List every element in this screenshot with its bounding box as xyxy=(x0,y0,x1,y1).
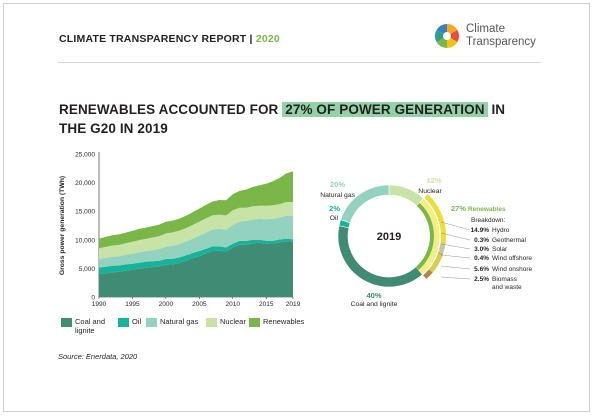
area-series-renewables xyxy=(99,171,293,249)
area-series-coal-and-lignite xyxy=(99,241,293,297)
donut-category-label: Nuclear xyxy=(418,188,442,195)
x-tick-label: 1990 xyxy=(92,301,107,308)
header-divider xyxy=(58,62,541,63)
source-note: Source: Enerdata, 2020 xyxy=(58,352,138,361)
logo-petal-teal xyxy=(434,30,447,42)
logo-center xyxy=(443,32,451,40)
logo-line-2: Transparency xyxy=(466,36,536,48)
y-tick-label: 20,000 xyxy=(75,180,95,187)
legend-label: Coal and lignite xyxy=(75,317,105,335)
donut-category-label: Renewables xyxy=(468,206,506,213)
breakdown-value: 3.0% xyxy=(474,246,489,253)
climate-transparency-logo xyxy=(434,23,460,48)
donut-value-label: 27% xyxy=(451,204,466,213)
headline-before: RENEWABLES ACCOUNTED FOR xyxy=(59,102,279,117)
breakdown-leader-line xyxy=(440,232,471,241)
y-axis-label: Gross power generation (TWh) xyxy=(59,176,66,275)
legend-label-line: lignite xyxy=(75,326,95,335)
donut-category-label: Natural gas xyxy=(320,192,355,199)
report-title-separator: | xyxy=(249,33,253,45)
breakdown-label: Solar xyxy=(492,246,508,253)
legend-label-line: Coal and xyxy=(75,317,106,326)
donut-center-label: 2019 xyxy=(377,231,401,243)
page-frame xyxy=(3,3,590,412)
logo-wordmark: Climate Transparency xyxy=(466,23,536,49)
breakdown-leader-line xyxy=(440,254,471,259)
breakdown-leader-line xyxy=(440,243,471,250)
breakdown-value: 2.5% xyxy=(474,276,489,283)
donut-renewables-inner-band xyxy=(415,202,434,270)
area-series-nuclear xyxy=(99,202,293,259)
breakdown-label: Hydro xyxy=(492,227,510,234)
donut-value-label: 2% xyxy=(329,204,340,213)
y-tick-label: 10,000 xyxy=(75,237,95,244)
headline-highlight: 27% OF POWER GENERATION xyxy=(282,102,488,117)
headline: RENEWABLES ACCOUNTED FOR 27% OF POWER GE… xyxy=(59,100,519,138)
area-series-natural-gas xyxy=(99,215,293,268)
donut-breakdown-segment xyxy=(423,269,433,280)
breakdown-value: 0.4% xyxy=(474,255,489,262)
breakdown-leader-line xyxy=(440,265,471,270)
legend-swatch xyxy=(61,318,72,327)
donut-value-label: 12% xyxy=(426,176,441,185)
breakdown-leader-line xyxy=(440,276,471,280)
x-tick-label: 2000 xyxy=(159,301,174,308)
breakdown-label: Wind onshore xyxy=(492,266,532,273)
logo-line-1: Climate xyxy=(466,23,505,35)
x-tick-label: 2010 xyxy=(226,301,241,308)
breakdown-value: 14.9% xyxy=(471,227,490,234)
donut-slice-natural-gas xyxy=(340,184,390,224)
x-tick-label: 2019 xyxy=(286,301,301,308)
breakdown-value: 0.3% xyxy=(474,237,489,244)
y-tick-label: 25,000 xyxy=(75,152,95,159)
breakdown-value: 5.6% xyxy=(474,266,489,273)
donut-breakdown-segment xyxy=(440,241,446,244)
donut-breakdown-segment xyxy=(438,242,446,254)
breakdown-label: Wind offshore xyxy=(492,255,532,262)
donut-category-label: Oil xyxy=(330,215,339,222)
x-tick-label: 1995 xyxy=(125,301,140,308)
y-tick-label: 5,000 xyxy=(79,266,96,273)
legend-label: Renewables xyxy=(263,317,305,326)
donut-hole xyxy=(349,196,429,276)
report-title: CLIMATE TRANSPARENCY REPORT | 2020 xyxy=(59,33,280,45)
report-year: 2020 xyxy=(255,33,280,45)
area-series-oil xyxy=(99,238,293,275)
donut-category-label: Coal and lignite xyxy=(351,301,398,308)
logo-petal-red xyxy=(447,30,460,42)
x-tick-label: 2005 xyxy=(192,301,207,308)
legend-swatch xyxy=(249,318,260,327)
breakdown-label: Geothermal xyxy=(492,237,527,244)
donut-breakdown-segment xyxy=(437,252,444,256)
legend-swatch xyxy=(206,318,217,327)
breakdown-title: Breakdown: xyxy=(471,217,506,224)
legend-swatch xyxy=(118,318,129,327)
y-tick-label: 0 xyxy=(91,295,95,302)
breakdown-label: and waste xyxy=(492,284,522,291)
breakdown-leader-line xyxy=(440,221,471,231)
headline-after: IN THE G20 IN 2019 xyxy=(59,102,506,136)
legend-swatch xyxy=(146,318,157,327)
donut-breakdown-segment xyxy=(424,194,446,243)
breakdown-label: Biomass xyxy=(492,276,518,283)
y-tick-label: 15,000 xyxy=(75,209,95,216)
legend-label: Natural gas xyxy=(160,317,199,326)
donut-value-label: 20% xyxy=(330,180,345,189)
donut-value-label: 40% xyxy=(366,291,381,300)
legend-label: Nuclear xyxy=(220,317,246,326)
x-tick-label: 2015 xyxy=(259,301,274,308)
donut-breakdown-segment xyxy=(428,253,443,273)
report-title-text: CLIMATE TRANSPARENCY REPORT xyxy=(59,33,247,45)
legend-label: Oil xyxy=(132,317,142,326)
